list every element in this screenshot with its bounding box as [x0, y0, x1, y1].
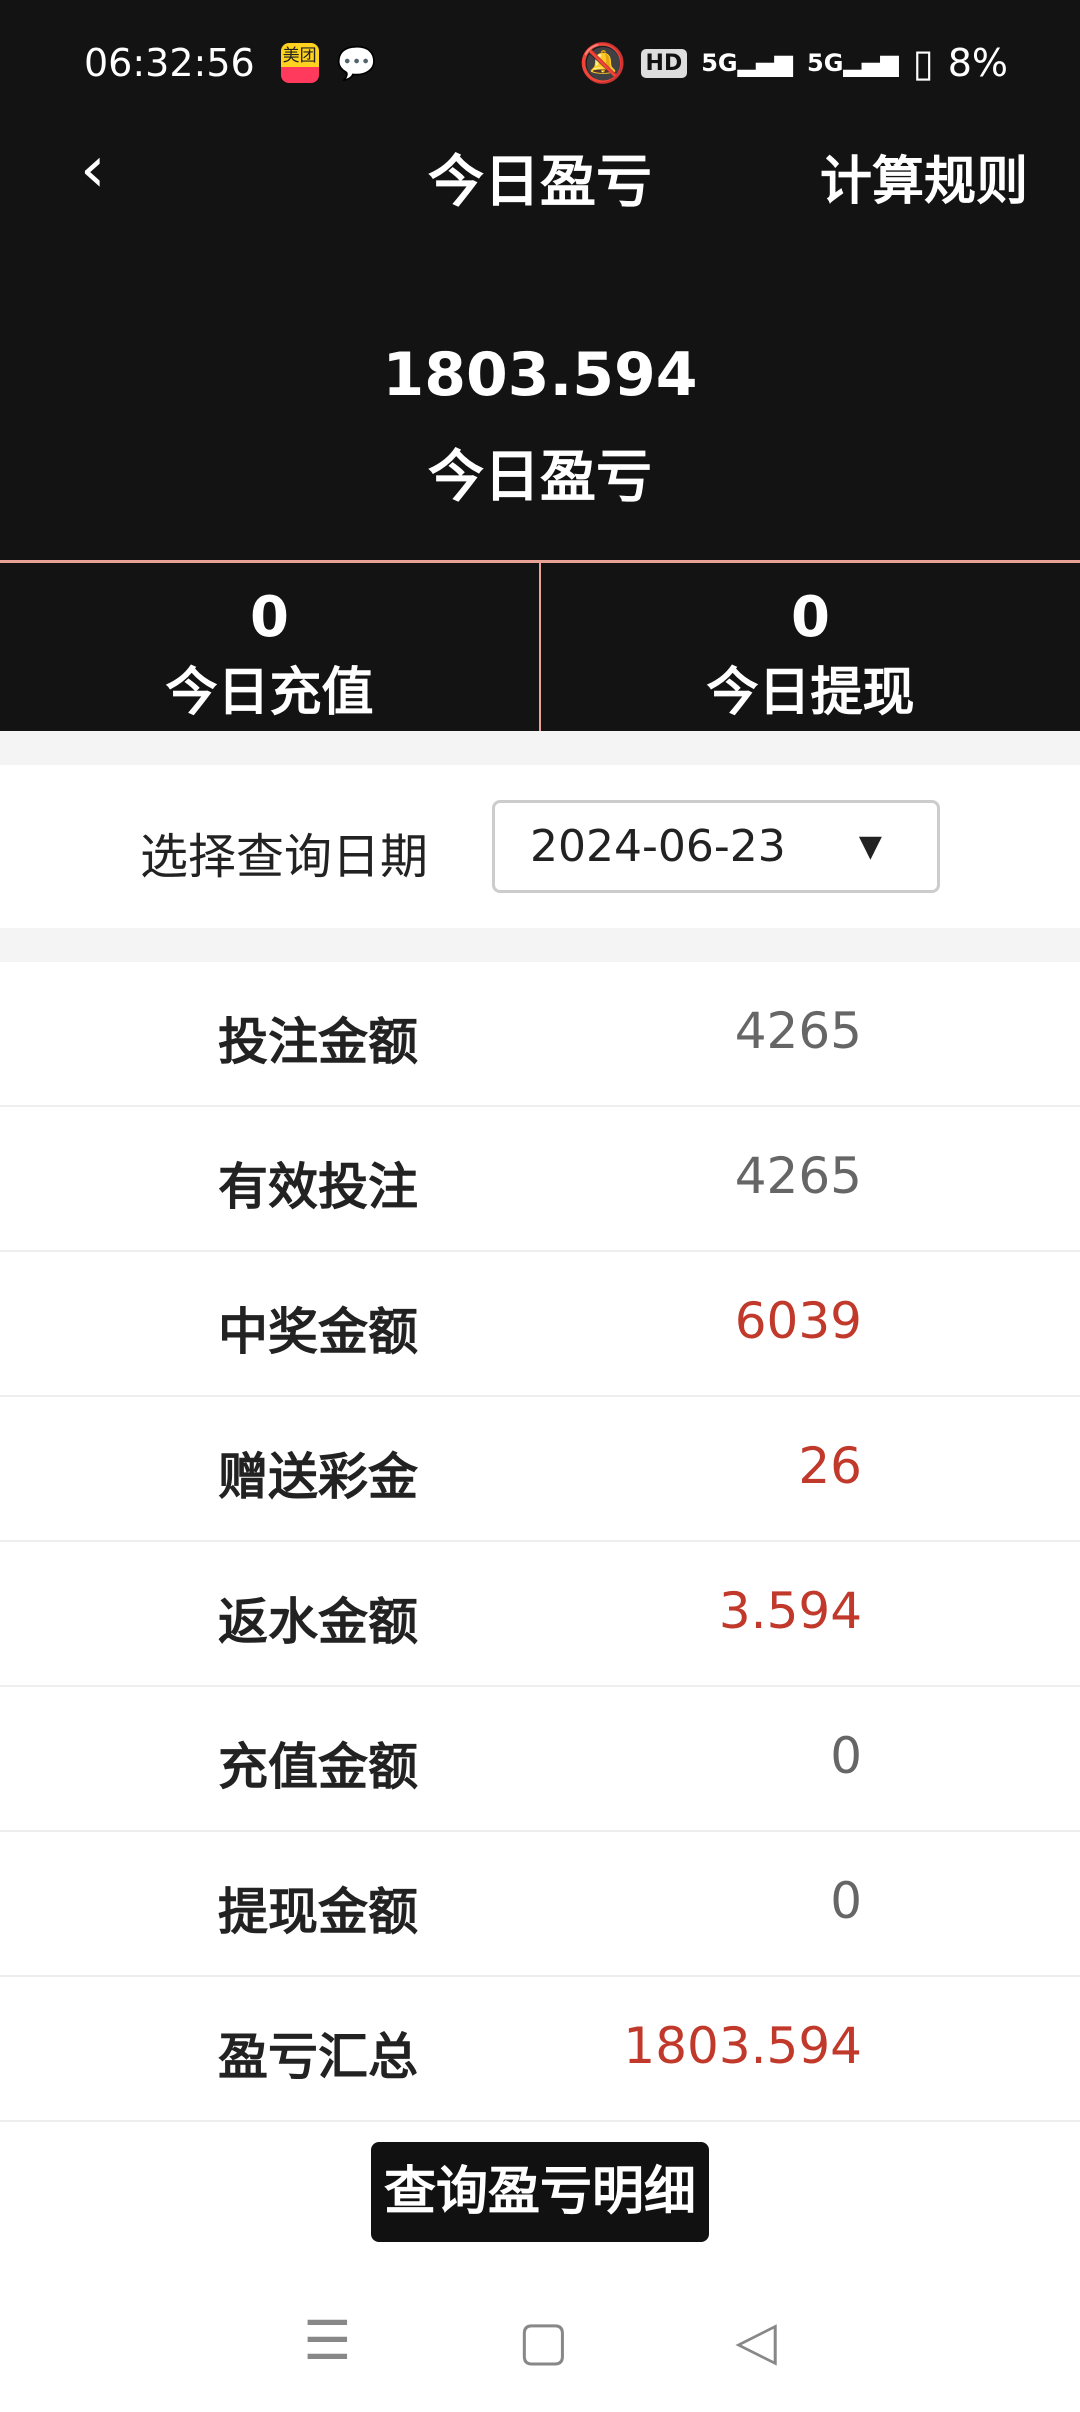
row-value: 26 — [798, 1437, 862, 1495]
date-section: 选择查询日期 2024-06-23 ▼ — [0, 765, 1080, 928]
battery-level: 8% — [947, 41, 1008, 85]
signal-icon: 5G▂▄▆ — [701, 49, 793, 77]
header-area: 06:32:56 美团 💬 🔕 HD 5G▂▄▆ 5G▂▄▆ ▯ 8% ‹ 今日… — [0, 0, 1080, 560]
battery-icon: ▯ — [912, 41, 934, 85]
row-value: 4265 — [734, 1147, 862, 1205]
today-profit-label: 今日盈亏 — [428, 445, 652, 510]
date-label: 选择查询日期 — [140, 829, 429, 885]
row-value: 3.594 — [718, 1582, 862, 1640]
system-nav-bar: ☰ ▢ ◁ — [0, 2300, 1080, 2380]
row-value: 0 — [830, 1727, 862, 1785]
signal-icon-2: 5G▂▄▆ — [807, 49, 899, 77]
table-row: 返水金额 3.594 — [0, 1542, 1080, 1687]
page-title: 今日盈亏 — [428, 150, 652, 215]
row-label: 返水金额 — [218, 1593, 418, 1651]
query-detail-button[interactable]: 查询盈亏明细 — [371, 2142, 709, 2242]
stat-recharge: 0 今日充值 — [0, 563, 539, 731]
row-label: 赠送彩金 — [218, 1448, 418, 1506]
network-type-2: 5G — [807, 49, 844, 77]
calc-rules-link[interactable]: 计算规则 — [819, 152, 1028, 212]
hd-icon: HD — [640, 48, 688, 78]
nav-bar: ‹ 今日盈亏 计算规则 — [0, 125, 1080, 215]
table-row: 投注金额 4265 — [0, 962, 1080, 1107]
table-row: 盈亏汇总 1803.594 — [0, 1977, 1080, 2122]
table-row: 充值金额 0 — [0, 1687, 1080, 1832]
row-value: 6039 — [734, 1292, 862, 1350]
row-label: 盈亏汇总 — [218, 2028, 418, 2086]
table-row: 赠送彩金 26 — [0, 1397, 1080, 1542]
menu-icon[interactable]: ☰ — [303, 2308, 352, 2372]
row-value: 4265 — [734, 1002, 862, 1060]
meituan-icon: 美团 — [280, 43, 319, 83]
mute-bell-icon: 🔕 — [579, 40, 627, 85]
divider — [0, 928, 1080, 962]
row-label: 有效投注 — [218, 1158, 418, 1216]
stat-value: 0 — [250, 585, 289, 650]
date-select[interactable]: 2024-06-23 ▼ — [492, 800, 940, 893]
row-label: 投注金额 — [218, 1013, 418, 1071]
date-value: 2024-06-23 — [530, 821, 786, 872]
clock: 06:32:56 — [84, 41, 255, 85]
network-type: 5G — [701, 49, 738, 77]
status-bar: 06:32:56 美团 💬 🔕 HD 5G▂▄▆ 5G▂▄▆ ▯ 8% — [84, 38, 1008, 88]
table-row: 提现金额 0 — [0, 1832, 1080, 1977]
divider — [0, 731, 1080, 765]
wechat-icon: 💬 — [336, 44, 377, 82]
row-value: 1803.594 — [623, 2017, 862, 2075]
home-square-icon[interactable]: ▢ — [517, 2308, 569, 2372]
table-row: 中奖金额 6039 — [0, 1252, 1080, 1397]
stats-panel: 0 今日充值 0 今日提现 — [0, 560, 1080, 731]
stat-label: 今日提现 — [706, 663, 915, 723]
row-label: 提现金额 — [218, 1883, 418, 1941]
back-chevron-icon[interactable]: ‹ — [80, 133, 106, 207]
stat-withdraw: 0 今日提现 — [539, 563, 1080, 731]
row-label: 中奖金额 — [218, 1303, 418, 1361]
row-label: 充值金额 — [218, 1738, 418, 1796]
back-triangle-icon[interactable]: ◁ — [735, 2308, 777, 2372]
row-value: 0 — [830, 1872, 862, 1930]
today-profit-value: 1803.594 — [382, 340, 698, 410]
stat-value: 0 — [791, 585, 830, 650]
stat-label: 今日充值 — [165, 663, 374, 723]
table-row: 有效投注 4265 — [0, 1107, 1080, 1252]
summary-list: 投注金额 4265 有效投注 4265 中奖金额 6039 赠送彩金 26 返水金额 3.594 充… — [0, 962, 1080, 2122]
dropdown-triangle-icon: ▼ — [858, 829, 882, 864]
